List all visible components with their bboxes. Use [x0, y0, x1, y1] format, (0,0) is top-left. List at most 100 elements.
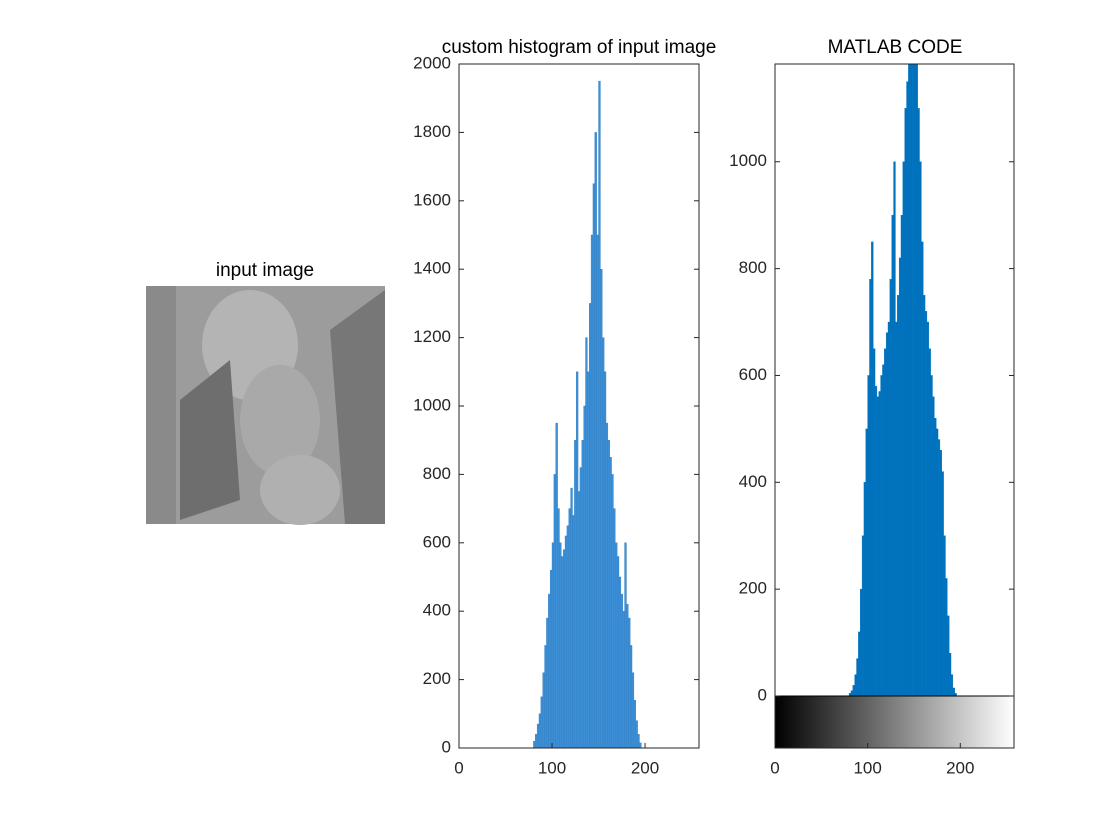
bar: [919, 161, 922, 696]
colorbar: [774, 695, 1015, 749]
image-title: input image: [216, 260, 314, 281]
bar: [932, 396, 935, 696]
bar: [906, 81, 909, 696]
bar: [913, 64, 917, 696]
bar: [616, 556, 620, 749]
y-tick-label: 1600: [413, 190, 451, 209]
bar: [882, 364, 885, 696]
bar: [562, 549, 566, 749]
bar: [577, 491, 581, 749]
bar: [592, 183, 596, 749]
bar: [596, 234, 599, 749]
bar: [861, 535, 865, 696]
x-tick-label: 0: [770, 758, 779, 777]
y-tick-label: 1000: [729, 151, 767, 170]
bar: [921, 241, 924, 696]
x-tick-label: 0: [454, 758, 463, 777]
bar: [891, 214, 894, 696]
bar: [555, 422, 558, 749]
bar: [895, 321, 898, 696]
bar: [557, 508, 560, 749]
bar: [536, 723, 540, 749]
bar: [863, 482, 866, 696]
bar: [928, 348, 931, 696]
bar: [884, 348, 887, 696]
bar: [553, 474, 556, 749]
bar: [860, 588, 863, 696]
y-tick-label: 800: [739, 258, 767, 277]
bar: [546, 617, 549, 749]
y-tick-label: 1200: [413, 327, 451, 346]
bar: [594, 132, 597, 749]
bar: [941, 471, 944, 696]
bar: [549, 569, 553, 749]
y-tick-label: 800: [423, 464, 451, 483]
bar: [540, 696, 543, 749]
bar: [930, 375, 933, 696]
bar: [939, 450, 942, 696]
bar: [639, 742, 642, 749]
bar: [609, 457, 612, 749]
x-tick-label: 200: [631, 758, 659, 777]
bar: [923, 295, 926, 696]
bar: [935, 428, 939, 696]
bar: [937, 439, 941, 696]
bar: [589, 303, 592, 749]
y-tick-label: 1800: [413, 122, 451, 141]
bar: [902, 161, 905, 696]
bar: [600, 269, 603, 749]
bar: [893, 161, 896, 696]
bar: [626, 604, 629, 749]
bar: [924, 311, 928, 696]
bar: [889, 279, 892, 696]
bars: [533, 80, 642, 749]
bar: [897, 295, 900, 696]
bar: [629, 645, 633, 749]
bar: [887, 321, 891, 696]
bar: [622, 611, 625, 749]
bar: [856, 658, 859, 696]
bar: [574, 440, 577, 749]
input-image: [146, 286, 385, 525]
bar: [535, 734, 538, 749]
bar: [564, 535, 568, 749]
bar: [542, 672, 545, 749]
bar: [603, 371, 607, 749]
bar: [587, 371, 590, 749]
bar: [637, 734, 640, 749]
bar: [867, 375, 870, 696]
y-tick-label: 400: [423, 601, 451, 620]
bar: [635, 720, 638, 749]
bar: [898, 257, 902, 696]
y-tick-label: 2000: [413, 53, 451, 72]
x-tick-label: 100: [853, 758, 881, 777]
bar: [915, 64, 918, 696]
bar: [865, 428, 868, 696]
x-tick-label: 100: [538, 758, 566, 777]
bar: [544, 645, 547, 749]
bar: [926, 321, 929, 696]
y-tick-label: 200: [739, 579, 767, 598]
chart-title: MATLAB CODE: [828, 37, 963, 58]
bar: [950, 674, 954, 696]
y-tick-label: 1000: [413, 395, 451, 414]
bar: [633, 699, 636, 749]
bar: [590, 234, 594, 749]
bar: [624, 542, 627, 749]
bar: [620, 593, 623, 749]
bar: [885, 332, 889, 696]
y-tick-label: 0: [758, 685, 767, 704]
bar: [538, 713, 542, 749]
axes-box: [774, 63, 1015, 749]
bar: [876, 396, 879, 696]
bar: [568, 508, 571, 749]
bar: [585, 337, 588, 749]
bar: [943, 535, 946, 696]
bar: [854, 674, 857, 696]
bar: [602, 337, 605, 749]
bar: [607, 440, 610, 749]
y-tick-label: 1400: [413, 259, 451, 278]
